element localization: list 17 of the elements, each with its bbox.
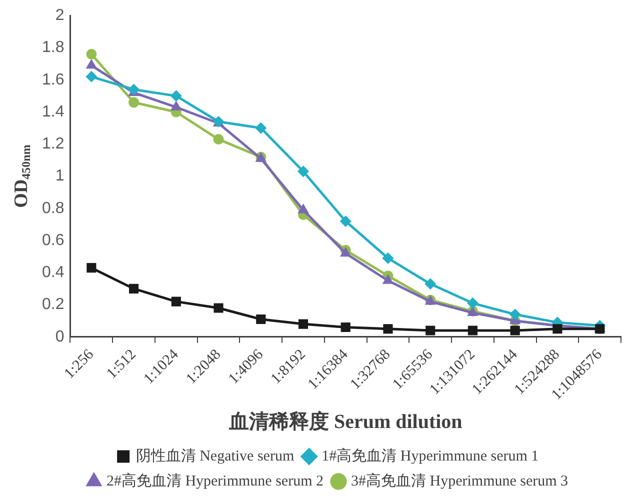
- y-tick-label: 1.4: [42, 103, 64, 120]
- y-tick-label: 0.6: [42, 232, 64, 249]
- y-tick-label: 0.4: [42, 264, 64, 282]
- y-axis-title: OD450nm: [10, 144, 34, 208]
- legend-label: 阴性血清 Negative serum: [136, 447, 294, 464]
- y-tick-label: 1: [55, 168, 64, 185]
- legend-label: 3#高免血清 Hyperimmune serum 3: [351, 472, 568, 490]
- x-axis-title: 血清稀释度 Serum dilution: [228, 410, 462, 434]
- y-tick-label: 0.2: [42, 296, 64, 314]
- y-tick-label: 2: [55, 7, 64, 24]
- y-tick-label: 0.8: [42, 200, 64, 217]
- legend-label: 1#高免血清 Hyperimmune serum 1: [322, 447, 539, 464]
- y-tick-label: 0: [55, 328, 64, 346]
- y-tick-label: 1.6: [42, 71, 64, 88]
- y-tick-label: 1.2: [42, 136, 64, 153]
- legend-label: 2#高免血清 Hyperimmune serum 2: [106, 472, 324, 490]
- y-tick-label: 1.8: [42, 39, 64, 56]
